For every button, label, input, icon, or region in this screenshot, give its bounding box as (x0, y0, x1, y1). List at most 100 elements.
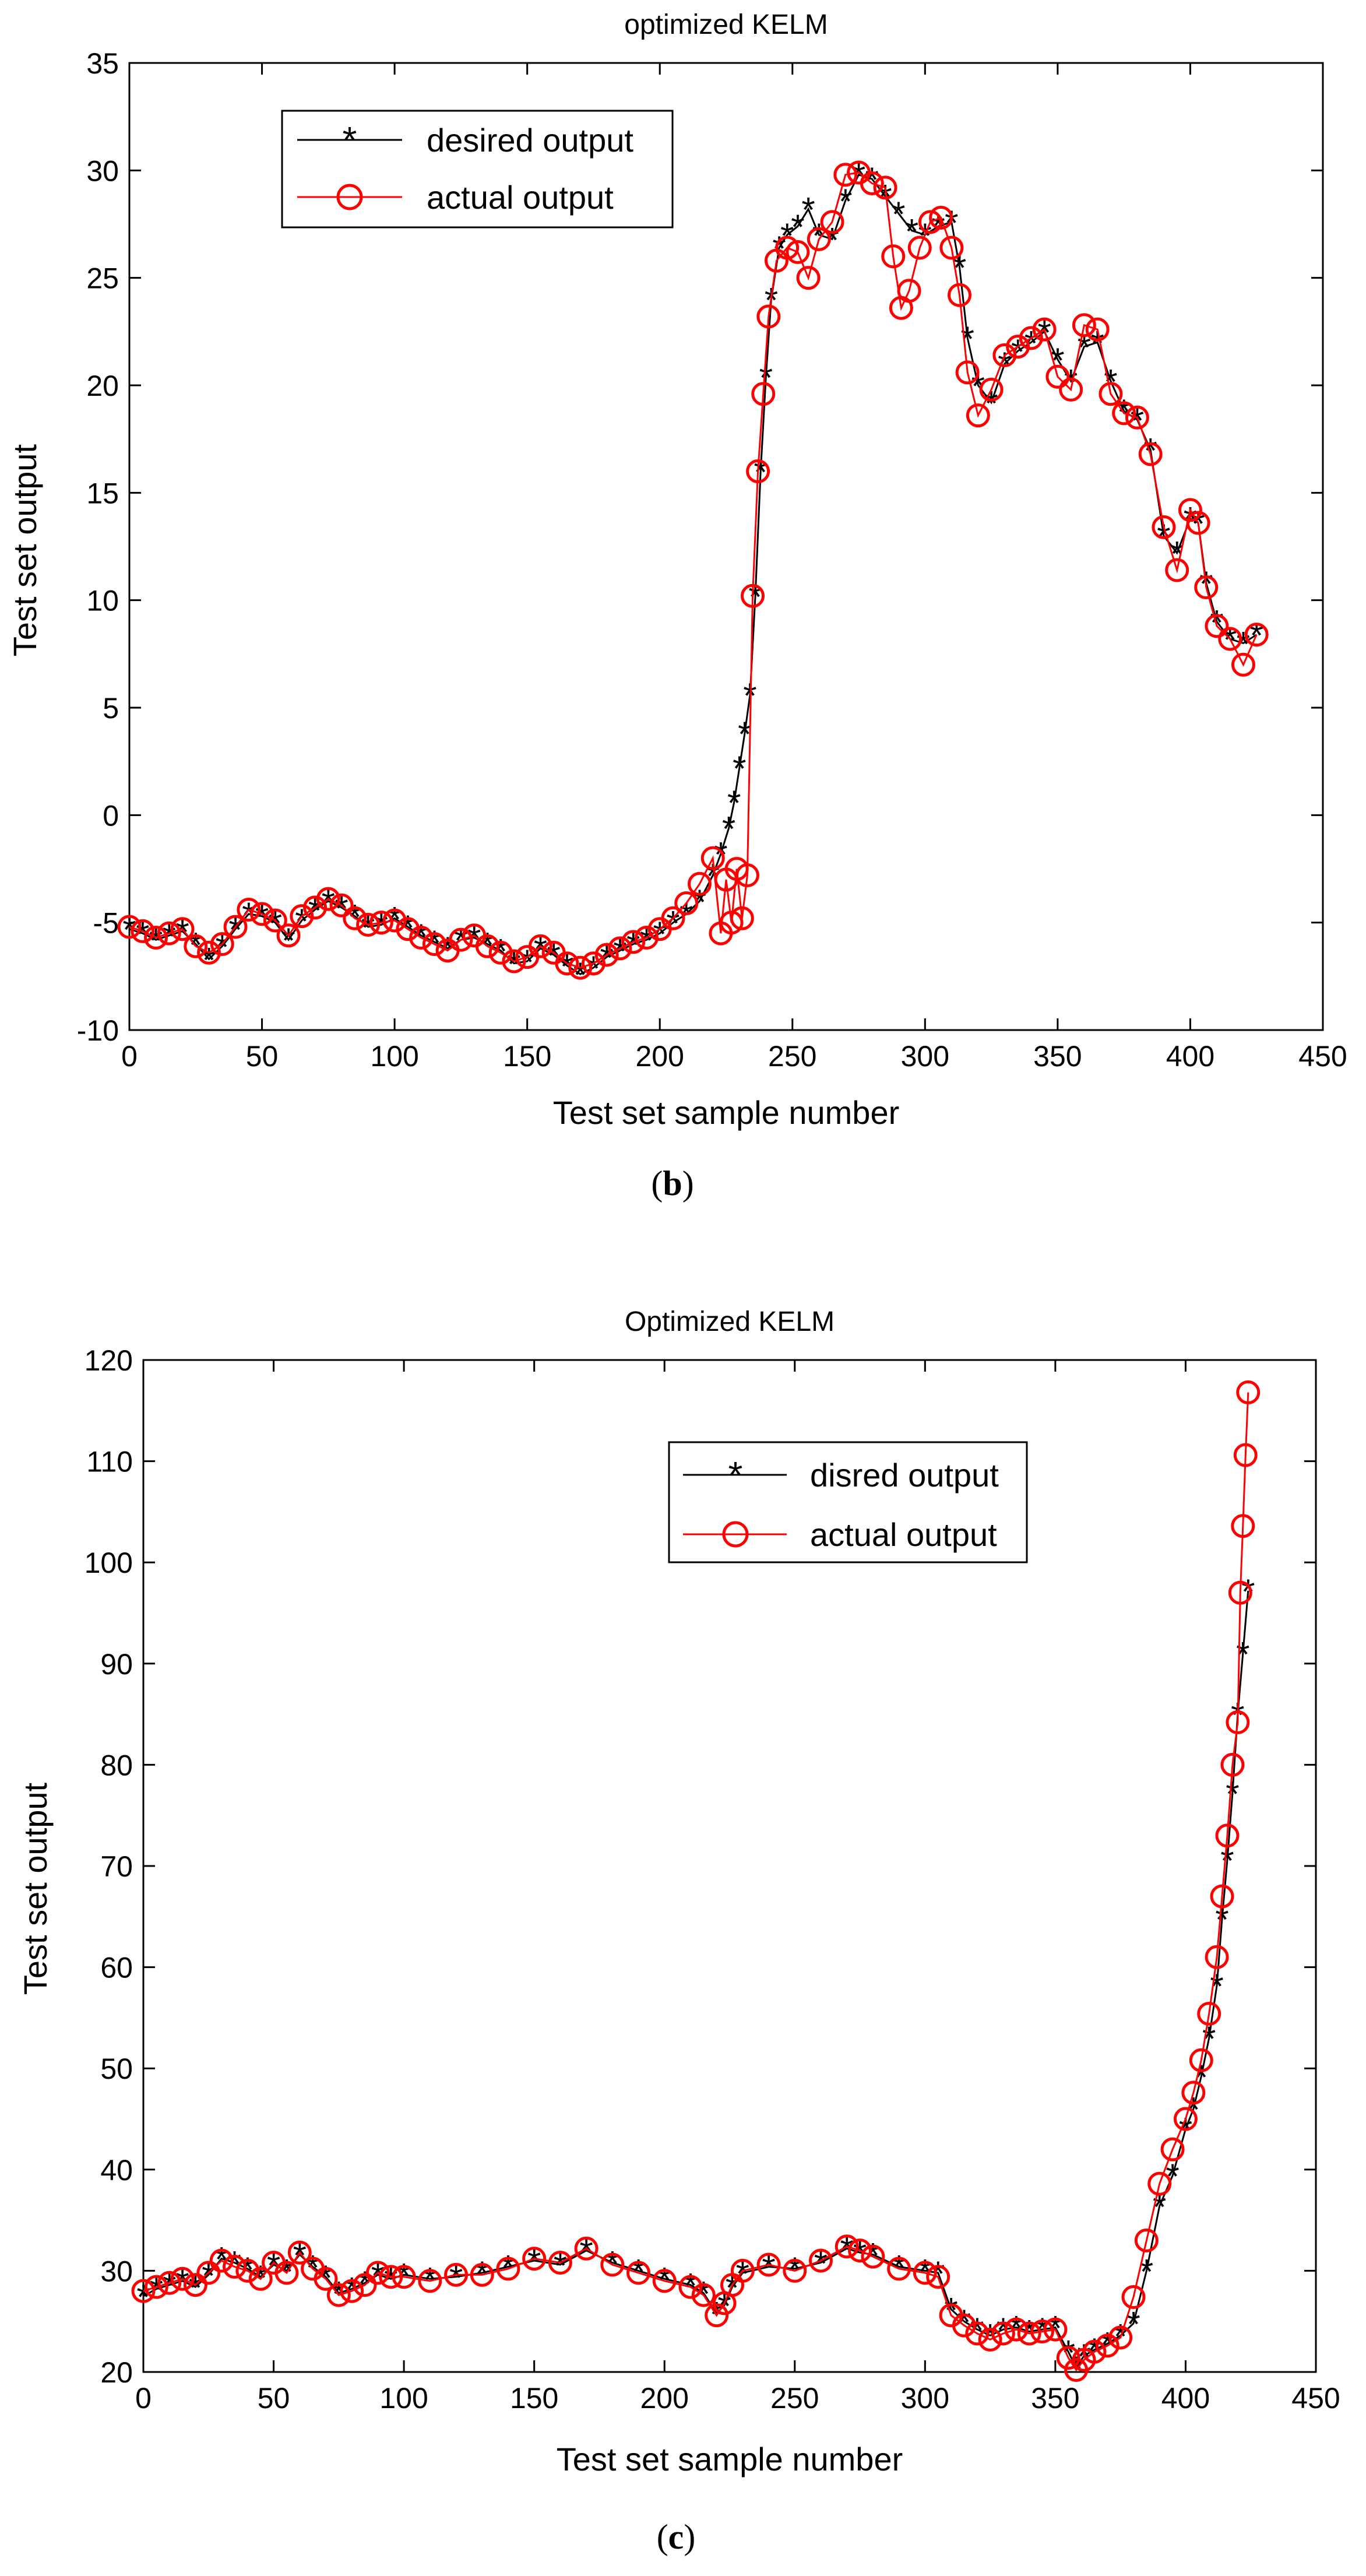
y-tick-label: -5 (93, 907, 119, 940)
plot-area: 0 50 100 150 200 250 300 350 400 450 20 30 40 50 60 70 8… (85, 1344, 1340, 2415)
data-point-actual (1056, 2346, 1080, 2370)
y-tick-label: 90 (100, 1648, 133, 1681)
data-point-actual (1085, 317, 1110, 342)
y-tick-label: 50 (100, 2053, 133, 2085)
data-point-actual (392, 2265, 416, 2289)
data-point-actual (1134, 2228, 1159, 2252)
data-point-actual (131, 2279, 156, 2303)
data-point-actual (196, 2261, 221, 2285)
panel-caption-b: (b) (651, 1164, 693, 1203)
data-point-actual (183, 2273, 207, 2297)
data-point-actual (1228, 1580, 1252, 1605)
x-tick-label: 300 (901, 1040, 949, 1073)
data-point-actual (913, 2261, 937, 2285)
x-tick-label: 400 (1161, 2382, 1210, 2415)
data-point-actual (1194, 575, 1219, 600)
data-point-actual (730, 906, 754, 930)
y-tick-label: 25 (86, 262, 119, 295)
data-point-desired: * (801, 191, 815, 230)
data-point-actual (502, 949, 526, 974)
data-point-actual (600, 2252, 625, 2277)
y-tick-label: 60 (100, 1952, 133, 1984)
data-point-actual (316, 887, 340, 911)
x-tick-label: 350 (1033, 1040, 1082, 1073)
data-point-actual (356, 912, 381, 937)
data-point-actual (1205, 1945, 1229, 1969)
x-tick-label: 200 (636, 1040, 684, 1073)
data-point-actual (248, 2266, 273, 2291)
data-point-actual (719, 911, 744, 935)
data-point-actual (1045, 364, 1070, 389)
data-point-actual (353, 2273, 377, 2297)
data-point-desired: * (839, 182, 852, 221)
data-point-actual (303, 895, 328, 920)
data-point-actual (1226, 1710, 1250, 1734)
data-point-actual (1099, 382, 1123, 406)
y-tick-label: 15 (86, 477, 119, 509)
data-point-actual (274, 2261, 299, 2285)
data-point-actual (652, 2269, 677, 2293)
data-point-actual (835, 2234, 859, 2259)
data-point-actual (992, 343, 1017, 367)
chart-panel-c: Optimized KELM 0 50 100 150 200 250 300 350 400 4… (17, 1306, 1340, 2556)
data-point-actual (730, 2258, 755, 2283)
data-point-actual (991, 2321, 1015, 2346)
data-point-actual (955, 360, 980, 385)
x-tick-label: 450 (1298, 1040, 1347, 1073)
legend-label-desired: disred output (810, 1457, 999, 1493)
data-point-actual (287, 2240, 312, 2265)
data-point-actual (250, 902, 274, 926)
data-point-actual (978, 2327, 1002, 2352)
data-point-actual (808, 2248, 833, 2273)
data-point-actual (470, 2262, 494, 2287)
data-point-desired: * (1051, 341, 1064, 380)
data-point-desired: * (738, 715, 751, 754)
x-tick-label: 300 (901, 2382, 949, 2415)
data-point-desired: * (527, 2242, 541, 2281)
data-point-actual (144, 2275, 168, 2299)
data-point-actual (379, 2265, 403, 2289)
data-point-actual (1233, 1443, 1258, 1467)
data-point-desired: * (727, 783, 741, 823)
y-tick-label: 120 (85, 1344, 133, 1377)
data-point-actual (343, 906, 367, 930)
data-point-actual (555, 951, 579, 976)
data-point-actual (608, 936, 632, 961)
y-tick-label: 20 (86, 370, 119, 402)
x-tick-label: 50 (246, 1040, 279, 1073)
data-point-actual (522, 2247, 547, 2271)
data-point-actual (382, 908, 407, 933)
chart-title: optimized KELM (624, 9, 828, 40)
data-point-actual (929, 205, 953, 230)
data-point-actual (263, 908, 287, 933)
data-point-desired: * (693, 883, 706, 922)
x-tick-label: 100 (379, 2382, 428, 2415)
data-point-desired: * (1090, 324, 1104, 363)
data-point-actual (170, 2266, 195, 2291)
data-point-actual (1181, 2081, 1206, 2105)
data-point-actual (117, 915, 142, 939)
x-tick-label: 250 (770, 2382, 819, 2415)
data-point-desired: * (892, 195, 905, 234)
data-point-actual (751, 382, 776, 406)
data-point-actual (418, 2269, 442, 2293)
data-point-actual (528, 934, 552, 958)
data-point-actual (1112, 401, 1136, 426)
data-point-actual (329, 893, 354, 918)
data-point-actual (1215, 1823, 1240, 1848)
data-point-actual (1197, 2001, 1221, 2026)
data-point-actual (290, 904, 314, 929)
data-point-actual (1231, 1514, 1255, 1538)
data-point-desired: * (960, 319, 974, 359)
data-point-actual (1030, 2320, 1055, 2344)
data-point-desired: * (754, 452, 767, 491)
data-point-actual (210, 932, 234, 957)
data-point-actual (1082, 2339, 1107, 2364)
data-point-actual (661, 906, 685, 930)
data-point-actual (197, 940, 221, 965)
data-point-desired: * (722, 809, 735, 848)
x-tick-label: 150 (510, 2382, 558, 2415)
data-point-actual (626, 2261, 651, 2285)
data-point-actual (634, 925, 659, 950)
x-tick-label: 150 (503, 1040, 551, 1073)
